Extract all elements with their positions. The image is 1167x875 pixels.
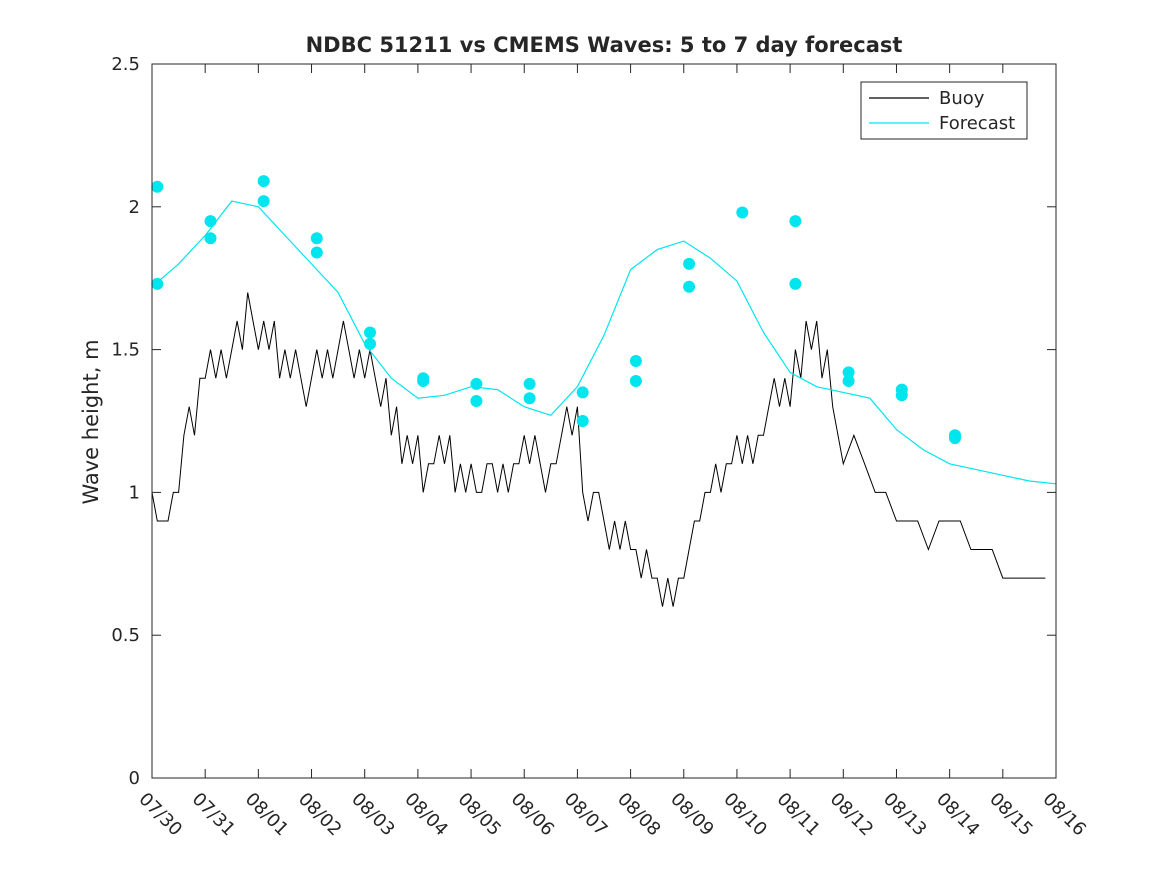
plot-frame xyxy=(151,63,1057,779)
forecast-marker xyxy=(736,206,749,219)
forecast-marker xyxy=(629,355,642,367)
y-tick-label: 0.5 xyxy=(111,625,140,646)
y-axis-label: Wave height, m xyxy=(79,339,103,504)
forecast-marker xyxy=(310,232,323,245)
forecast-marker xyxy=(470,377,483,390)
series-line-forecast xyxy=(151,200,1057,485)
forecast-marker xyxy=(789,277,802,290)
forecast-marker xyxy=(789,215,802,228)
forecast-marker xyxy=(576,386,589,399)
forecast-marker xyxy=(151,277,164,290)
forecast-marker xyxy=(257,195,270,208)
y-tick-label: 2 xyxy=(129,197,140,218)
legend-box xyxy=(860,81,1028,140)
y-tick-label: 2.5 xyxy=(111,54,140,75)
forecast-marker xyxy=(842,375,855,387)
forecast-marker xyxy=(842,366,855,379)
forecast-marker xyxy=(417,375,430,387)
forecast-marker xyxy=(629,375,642,387)
legend-label-buoy: Buoy xyxy=(939,88,985,109)
y-tick-label: 0 xyxy=(129,768,140,789)
forecast-marker xyxy=(576,415,589,427)
legend: Buoy Forecast xyxy=(860,81,1028,140)
y-tick-label: 1 xyxy=(129,482,140,503)
y-tick-label: 1.5 xyxy=(111,340,140,361)
forecast-marker xyxy=(364,326,376,339)
forecast-marker xyxy=(204,215,217,228)
plot-area xyxy=(151,175,1057,607)
forecast-marker xyxy=(523,392,536,405)
series-line-buoy xyxy=(151,292,1046,607)
forecast-marker xyxy=(364,337,376,350)
chart-title: NDBC 51211 vs CMEMS Waves: 5 to 7 day fo… xyxy=(306,33,903,57)
forecast-marker xyxy=(683,257,696,270)
forecast-marker xyxy=(470,395,483,407)
forecast-marker xyxy=(949,432,961,445)
forecast-marker xyxy=(151,180,164,193)
forecast-marker xyxy=(523,377,536,390)
forecast-marker xyxy=(683,280,696,293)
forecast-marker xyxy=(204,232,217,245)
forecast-marker xyxy=(310,246,323,259)
legend-label-forecast: Forecast xyxy=(939,113,1015,134)
forecast-marker xyxy=(257,175,270,188)
forecast-marker xyxy=(895,389,908,402)
